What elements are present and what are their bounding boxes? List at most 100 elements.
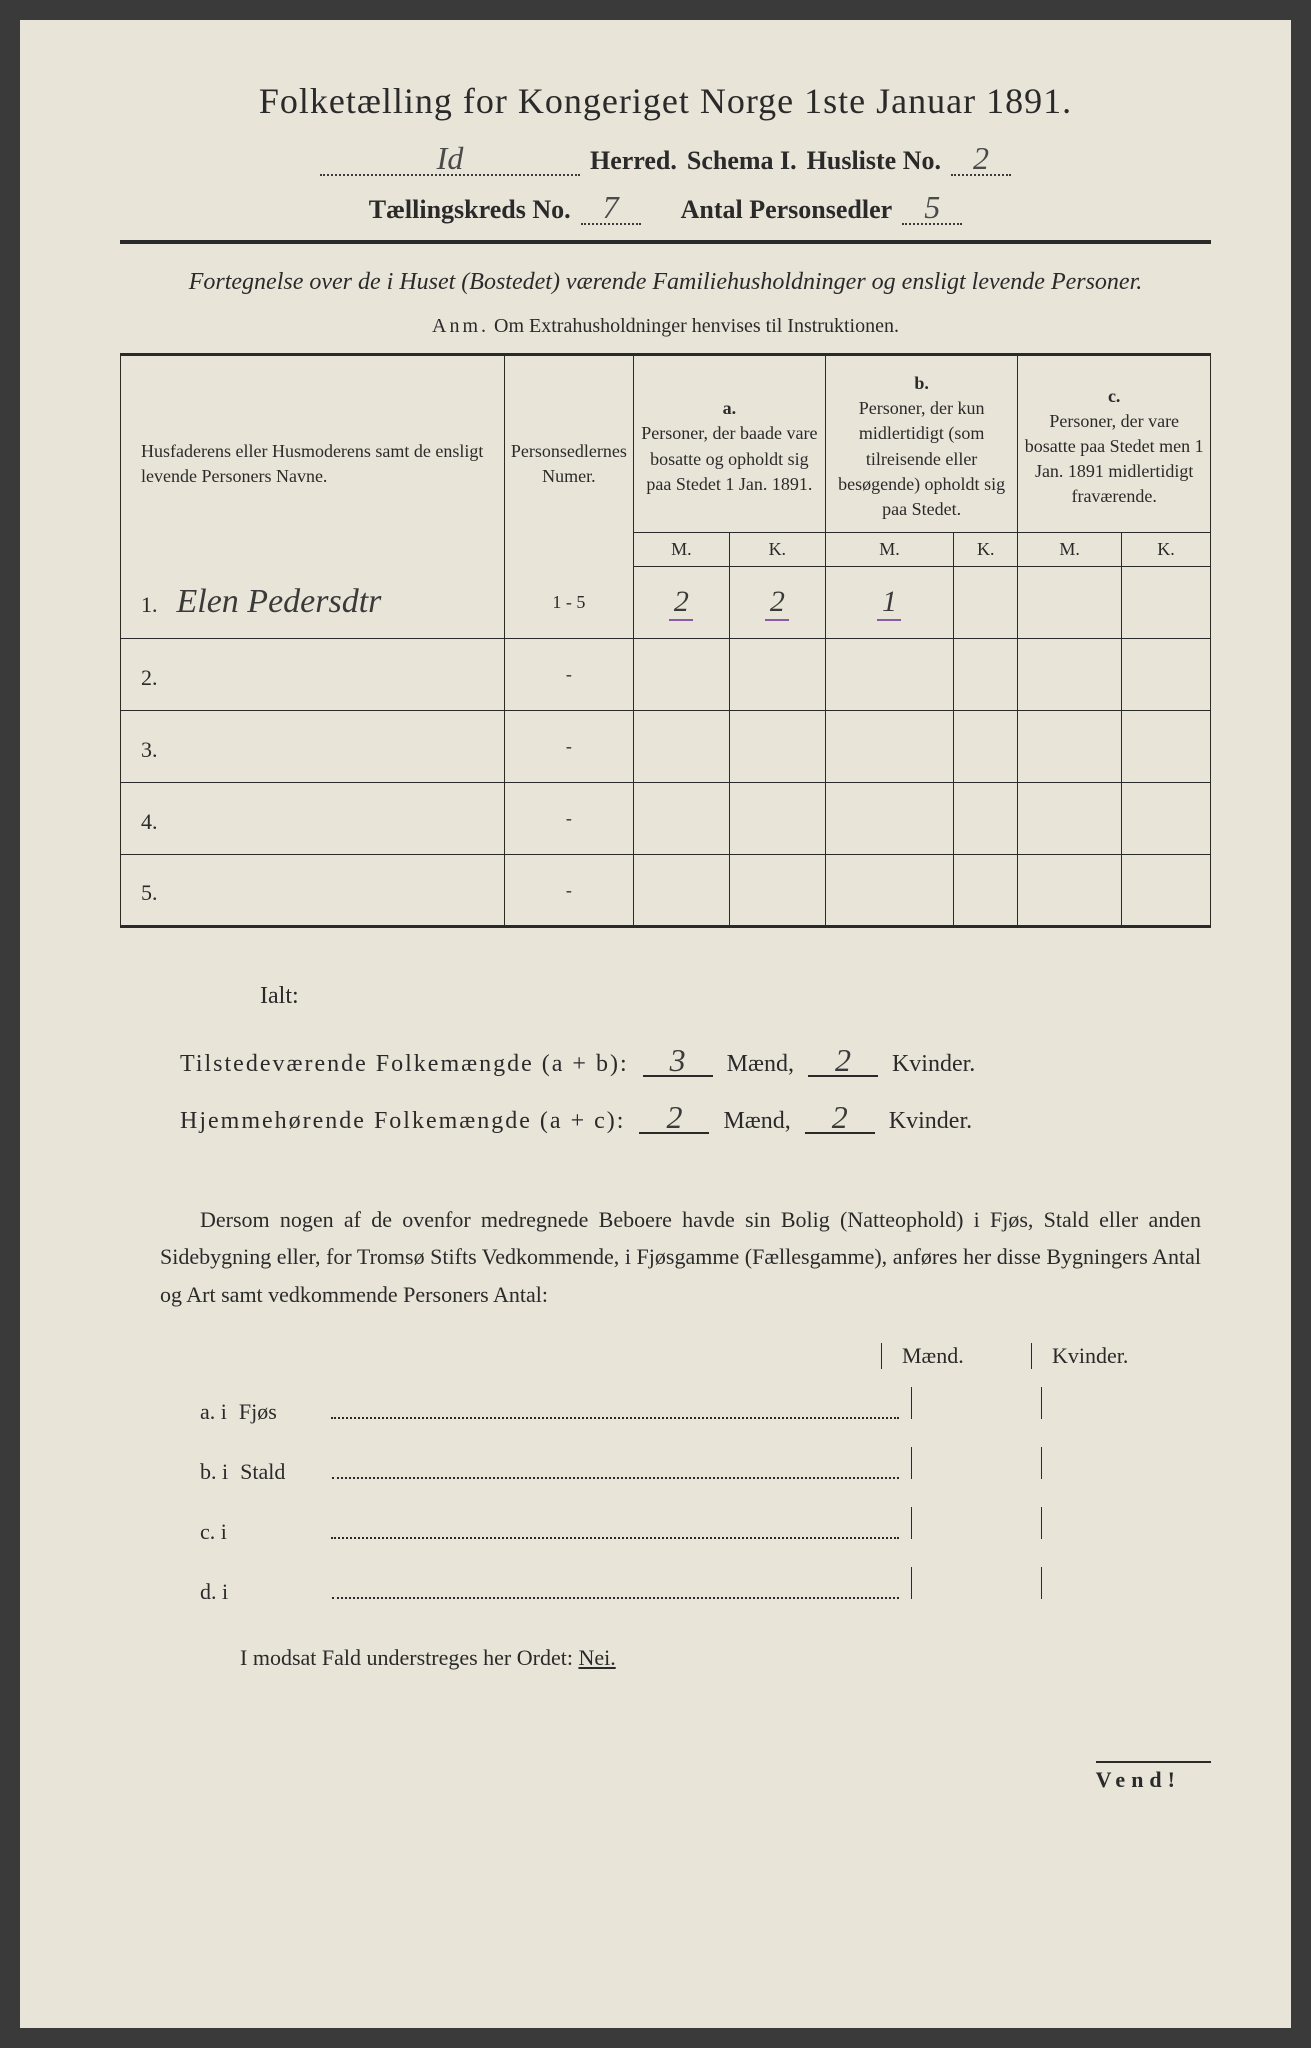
sb-leader [332, 1577, 899, 1599]
ialt-label: Ialt: [260, 968, 1191, 1026]
row-cell-c_m [1018, 711, 1122, 783]
sb-header: Mænd. Kvinder. [200, 1343, 1171, 1369]
col-b-m: M. [825, 533, 953, 567]
census-form-page: Folketælling for Kongeriget Norge 1ste J… [20, 20, 1291, 2028]
col-c-k: K. [1121, 533, 1210, 567]
sb-row: b. i Stald [200, 1447, 1171, 1485]
row-cell-a_m [633, 711, 729, 783]
row-cell-num: - [504, 855, 633, 927]
row-name-cell: 1. Elen Pedersdtr [121, 567, 505, 639]
sb-cols [911, 1507, 1171, 1539]
sb-row: a. iFjøs [200, 1387, 1171, 1425]
sb-label: b. i [200, 1459, 228, 1485]
maend-label-1: Mænd, [727, 1051, 794, 1077]
row-cell-c_m [1018, 855, 1122, 927]
row-cell-c_m [1018, 783, 1122, 855]
row-cell-b_m [825, 711, 953, 783]
anm-note: Anm. Om Extrahusholdninger henvises til … [120, 315, 1211, 338]
husliste-value: 2 [951, 142, 1011, 176]
sb-label: d. i [200, 1579, 228, 1605]
row-cell-a_m [633, 783, 729, 855]
row-cell-b_k [954, 567, 1018, 639]
sb-leader [332, 1457, 899, 1479]
row-cell-a_k: 2 [729, 567, 825, 639]
side-buildings-section: Mænd. Kvinder. a. iFjøs b. i Stald c. i d. i [200, 1343, 1171, 1605]
header-row-2: Tællingskreds No. 7 Antal Personsedler 5 [120, 191, 1211, 225]
row-cell-b_m [825, 783, 953, 855]
vend-label: Vend! [1096, 1761, 1211, 1793]
tilstede-row: Tilstedeværende Folkemængde (a + b): 3 M… [180, 1036, 1191, 1094]
kreds-value: 7 [581, 191, 641, 225]
row-cell-c_k [1121, 639, 1210, 711]
row-cell-a_m: 2 [633, 567, 729, 639]
row-cell-c_m [1018, 567, 1122, 639]
table-row: 3. - [121, 711, 1211, 783]
table-row: 5. - [121, 855, 1211, 927]
row-cell-c_k [1121, 567, 1210, 639]
hjemme-m: 2 [639, 1103, 709, 1134]
sb-row: c. i [200, 1507, 1171, 1545]
sb-cols [911, 1447, 1171, 1479]
page-title: Folketælling for Kongeriget Norge 1ste J… [120, 80, 1211, 122]
col-num-header: Personsedlernes Numer. [504, 355, 633, 567]
row-cell-c_k [1121, 711, 1210, 783]
row-cell-c_k [1121, 855, 1210, 927]
tilstede-k: 2 [808, 1046, 878, 1077]
sb-leader [331, 1517, 899, 1539]
row-cell-c_k [1121, 783, 1210, 855]
sb-item: Stald [240, 1459, 320, 1485]
row-cell-a_m [633, 639, 729, 711]
modsat-nei: Nei. [578, 1645, 615, 1670]
tilstede-m: 3 [643, 1046, 713, 1077]
row-cell-c_m [1018, 639, 1122, 711]
row-cell-b_k [954, 639, 1018, 711]
sb-head-k: Kvinder. [1031, 1343, 1141, 1369]
row-cell-b_m [825, 639, 953, 711]
row-name-cell: 3. [121, 711, 505, 783]
antal-label: Antal Personsedler [681, 195, 893, 225]
col-b-header: b. Personer, der kun midlertidigt (som t… [825, 355, 1018, 533]
antal-value: 5 [902, 191, 962, 225]
subtitle: Fortegnelse over de i Huset (Bostedet) v… [120, 264, 1211, 300]
col-name-header: Husfaderens eller Husmoderens samt de en… [121, 355, 505, 567]
herred-value: Id [320, 142, 580, 176]
row-cell-a_k [729, 855, 825, 927]
row-cell-num: - [504, 639, 633, 711]
herred-label: Herred. [590, 146, 677, 176]
kvinder-label-2: Kvinder. [889, 1108, 972, 1134]
row-cell-b_m: 1 [825, 567, 953, 639]
sb-head-m: Mænd. [881, 1343, 991, 1369]
row-name-cell: 2. [121, 639, 505, 711]
hjemme-label: Hjemmehørende Folkemængde (a + c): [180, 1108, 625, 1134]
col-a-header: a. Personer, der baade vare bosatte og o… [633, 355, 825, 533]
table-row: 1. Elen Pedersdtr1 - 5221 [121, 567, 1211, 639]
row-cell-a_k [729, 639, 825, 711]
header-row-1: Id Herred. Schema I. Husliste No. 2 [120, 142, 1211, 176]
row-cell-b_k [954, 855, 1018, 927]
row-name-cell: 4. [121, 783, 505, 855]
sb-cols [911, 1567, 1171, 1599]
row-cell-a_k [729, 783, 825, 855]
modsat-line: I modsat Fald understreges her Ordet: Ne… [240, 1645, 1211, 1671]
households-table: Husfaderens eller Husmoderens samt de en… [120, 353, 1211, 928]
kvinder-label-1: Kvinder. [892, 1051, 975, 1077]
row-cell-a_k [729, 711, 825, 783]
sb-row: d. i [200, 1567, 1171, 1605]
anm-label: Anm. [432, 315, 489, 337]
row-cell-num: - [504, 711, 633, 783]
sb-label: c. i [200, 1519, 227, 1545]
maend-label-2: Mænd, [723, 1108, 790, 1134]
hjemme-row: Hjemmehørende Folkemængde (a + c): 2 Mæn… [180, 1093, 1191, 1151]
divider-rule [120, 240, 1211, 244]
sb-label: a. i [200, 1399, 227, 1425]
row-cell-num: - [504, 783, 633, 855]
schema-label: Schema I. [687, 146, 797, 176]
totals-section: Ialt: Tilstedeværende Folkemængde (a + b… [180, 968, 1191, 1151]
row-cell-b_k [954, 711, 1018, 783]
row-cell-b_k [954, 783, 1018, 855]
kreds-label: Tællingskreds No. [369, 195, 571, 225]
table-row: 2. - [121, 639, 1211, 711]
anm-text: Om Extrahusholdninger henvises til Instr… [494, 315, 899, 337]
row-cell-num: 1 - 5 [504, 567, 633, 639]
col-c-m: M. [1018, 533, 1122, 567]
